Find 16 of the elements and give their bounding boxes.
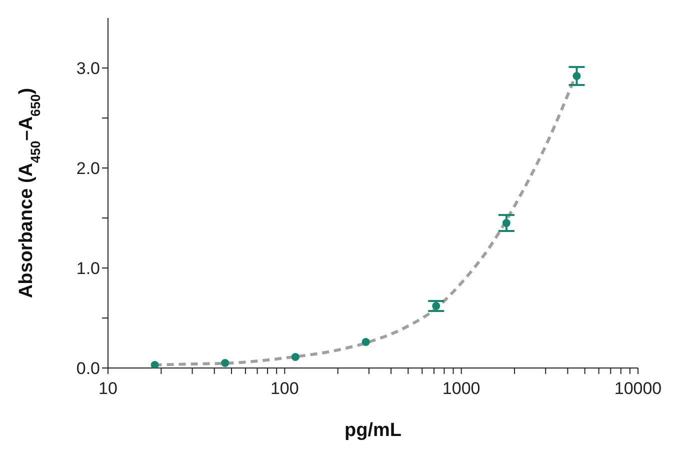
x-tick-label: 1000 xyxy=(442,379,480,398)
point xyxy=(221,359,230,367)
x-tick-label: 10000 xyxy=(614,379,662,398)
y-tick-label: 3.0 xyxy=(76,59,100,78)
point xyxy=(432,302,440,310)
point xyxy=(572,72,581,80)
x-axis-title: pg/mL xyxy=(344,420,402,441)
y-tick-label: 0.0 xyxy=(76,359,100,378)
y-tick-label: 2.0 xyxy=(76,159,100,178)
point xyxy=(150,361,159,368)
point xyxy=(362,338,370,346)
point xyxy=(502,219,510,227)
x-tick-label: 100 xyxy=(270,379,299,398)
point xyxy=(291,353,300,361)
x-tick-label: 10 xyxy=(98,379,118,398)
y-tick-label: 1.0 xyxy=(76,259,100,278)
